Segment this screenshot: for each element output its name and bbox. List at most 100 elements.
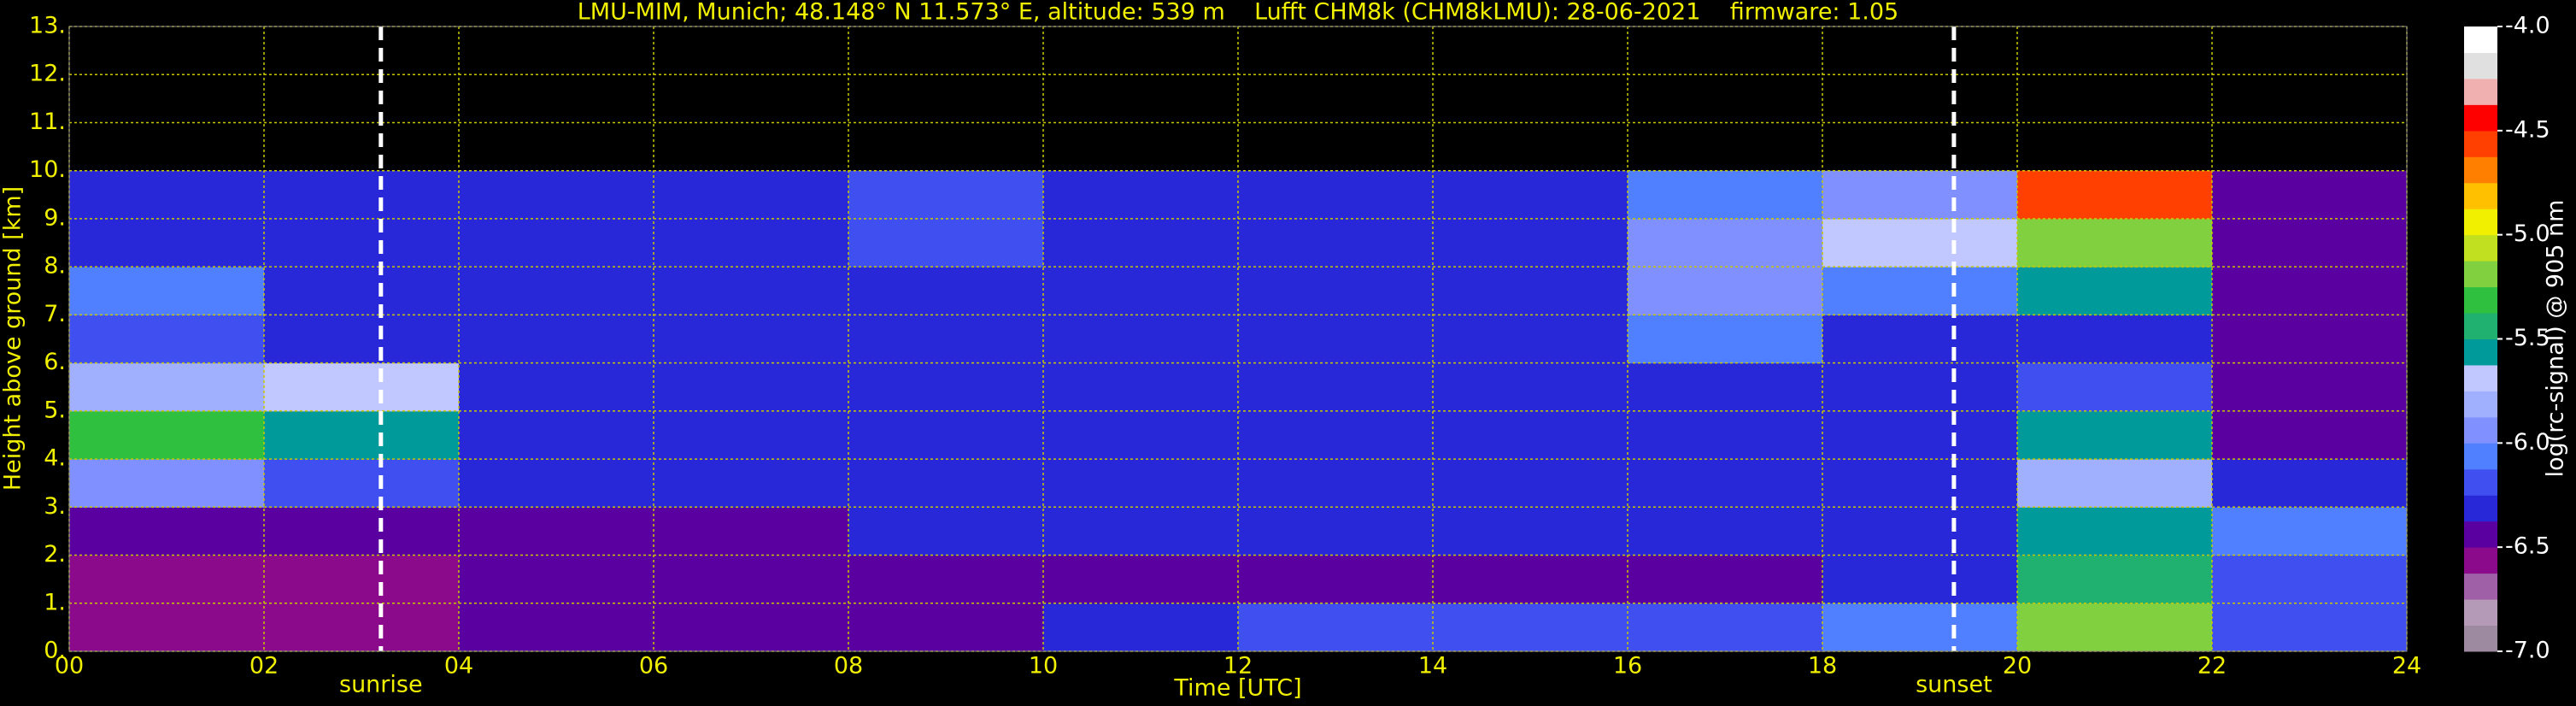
heatmap-cell: [2212, 315, 2408, 364]
y-tick-label: 7.: [44, 301, 66, 327]
heatmap-cell: [1822, 170, 2018, 220]
colorbar-swatch: [2464, 182, 2497, 209]
heatmap-cell: [2212, 555, 2408, 604]
event-label: sunrise: [339, 672, 423, 698]
heatmap-cell: [459, 410, 654, 460]
colorbar-swatch: [2464, 599, 2497, 627]
colorbar-swatch: [2464, 156, 2497, 184]
y-tick-label: 9.: [44, 204, 66, 231]
colorbar-swatch: [2464, 547, 2497, 574]
heatmap-cell: [69, 170, 265, 220]
heatmap-cell: [264, 267, 460, 315]
colorbar-tick-label: -7.0: [2505, 638, 2550, 664]
heatmap-cell: [459, 459, 654, 508]
heatmap-cell: [1822, 218, 2018, 268]
heatmap-cell: [654, 315, 849, 364]
event-label: sunset: [1916, 672, 1992, 698]
heatmap-cell: [654, 267, 849, 315]
heatmap-cell: [2017, 603, 2213, 652]
colorbar-swatch: [2464, 625, 2497, 652]
y-tick-label: 2.: [44, 541, 66, 568]
heatmap-cell: [654, 362, 849, 412]
colorbar-swatch: [2464, 468, 2497, 496]
plot-frame: [68, 26, 2408, 652]
heatmap-cell: [459, 555, 654, 604]
colorbar-swatch: [2464, 234, 2497, 262]
colorbar-tick-label: -5.0: [2505, 221, 2550, 247]
heatmap-cell: [1238, 267, 1434, 315]
heatmap-cell: [69, 555, 265, 604]
heatmap-cell: [264, 603, 460, 652]
heatmap-cell: [1433, 170, 1628, 220]
chart-title: LMU-MIM, Munich; 48.148° N 11.573° E, al…: [578, 0, 1898, 26]
heatmap-cell: [1822, 507, 2018, 556]
heatmap-cell: [69, 267, 265, 315]
heatmap-cell: [69, 362, 265, 412]
x-tick-label: 14: [1418, 653, 1447, 680]
heatmap-cell: [1822, 315, 2018, 364]
heatmap-cell: [1238, 218, 1434, 268]
x-tick-label: 08: [834, 653, 863, 680]
y-tick-label: 6.: [44, 349, 66, 375]
heatmap-cell: [459, 315, 654, 364]
heatmap-cell: [848, 267, 1044, 315]
colorbar-swatch: [2464, 391, 2497, 418]
colorbar-tick-label: -6.5: [2505, 533, 2550, 560]
heatmap-cell: [654, 218, 849, 268]
heatmap-cell: [1628, 362, 1823, 412]
heatmap-cell: [654, 170, 849, 220]
heatmap-cell: [459, 603, 654, 652]
heatmap-cell: [2017, 315, 2213, 364]
heatmap-cell: [1433, 410, 1628, 460]
heatmap-cell: [264, 459, 460, 508]
colorbar-swatch: [2464, 364, 2497, 391]
heatmap-cell: [1238, 410, 1434, 460]
heatmap-cell: [848, 410, 1044, 460]
colorbar-swatch: [2464, 338, 2497, 366]
colorbar-swatch: [2464, 495, 2497, 522]
colorbar-swatch: [2464, 78, 2497, 105]
heatmap-cell: [264, 218, 460, 268]
heatmap-cell: [848, 218, 1044, 268]
colorbar-tick-label: -4.5: [2505, 116, 2550, 143]
heatmap-cell: [69, 410, 265, 460]
y-tick-label: 0.: [44, 638, 66, 664]
heatmap-cell: [1433, 267, 1628, 315]
heatmap-cell: [264, 507, 460, 556]
y-tick-label: 1.: [44, 589, 66, 615]
heatmap-cell: [1822, 267, 2018, 315]
x-tick-label: 12: [1223, 653, 1253, 680]
heatmap-cell: [654, 507, 849, 556]
heatmap-cell: [848, 362, 1044, 412]
x-tick-label: 02: [249, 653, 279, 680]
heatmap-cell: [1433, 603, 1628, 652]
heatmap-cell: [459, 218, 654, 268]
heatmap-cell: [459, 170, 654, 220]
heatmap-cell: [2212, 170, 2408, 220]
heatmap-cell: [1628, 170, 1823, 220]
heatmap-cell: [1043, 315, 1239, 364]
heatmap-cell: [1433, 315, 1628, 364]
heatmap-cell: [264, 362, 460, 412]
x-tick-label: 10: [1029, 653, 1058, 680]
heatmap-cell: [1628, 603, 1823, 652]
heatmap-cell: [2212, 459, 2408, 508]
colorbar-swatch: [2464, 416, 2497, 444]
x-tick-label: 20: [2003, 653, 2032, 680]
heatmap-cell: [1822, 410, 2018, 460]
heatmap-cell: [69, 459, 265, 508]
heatmap-cell: [1628, 410, 1823, 460]
heatmap-cell: [848, 459, 1044, 508]
x-tick-label: 00: [55, 653, 84, 680]
colorbar-swatch: [2464, 286, 2497, 314]
heatmap-cell: [2017, 410, 2213, 460]
colorbar-swatch: [2464, 573, 2497, 600]
heatmap-cell: [2212, 507, 2408, 556]
y-tick-label: 3.: [44, 493, 66, 520]
y-tick-label: 12.: [29, 61, 66, 87]
heatmap-cell: [264, 170, 460, 220]
heatmap-cell: [69, 315, 265, 364]
heatmap-cell: [1238, 507, 1434, 556]
colorbar-swatch: [2464, 313, 2497, 339]
heatmap-cell: [2212, 362, 2408, 412]
